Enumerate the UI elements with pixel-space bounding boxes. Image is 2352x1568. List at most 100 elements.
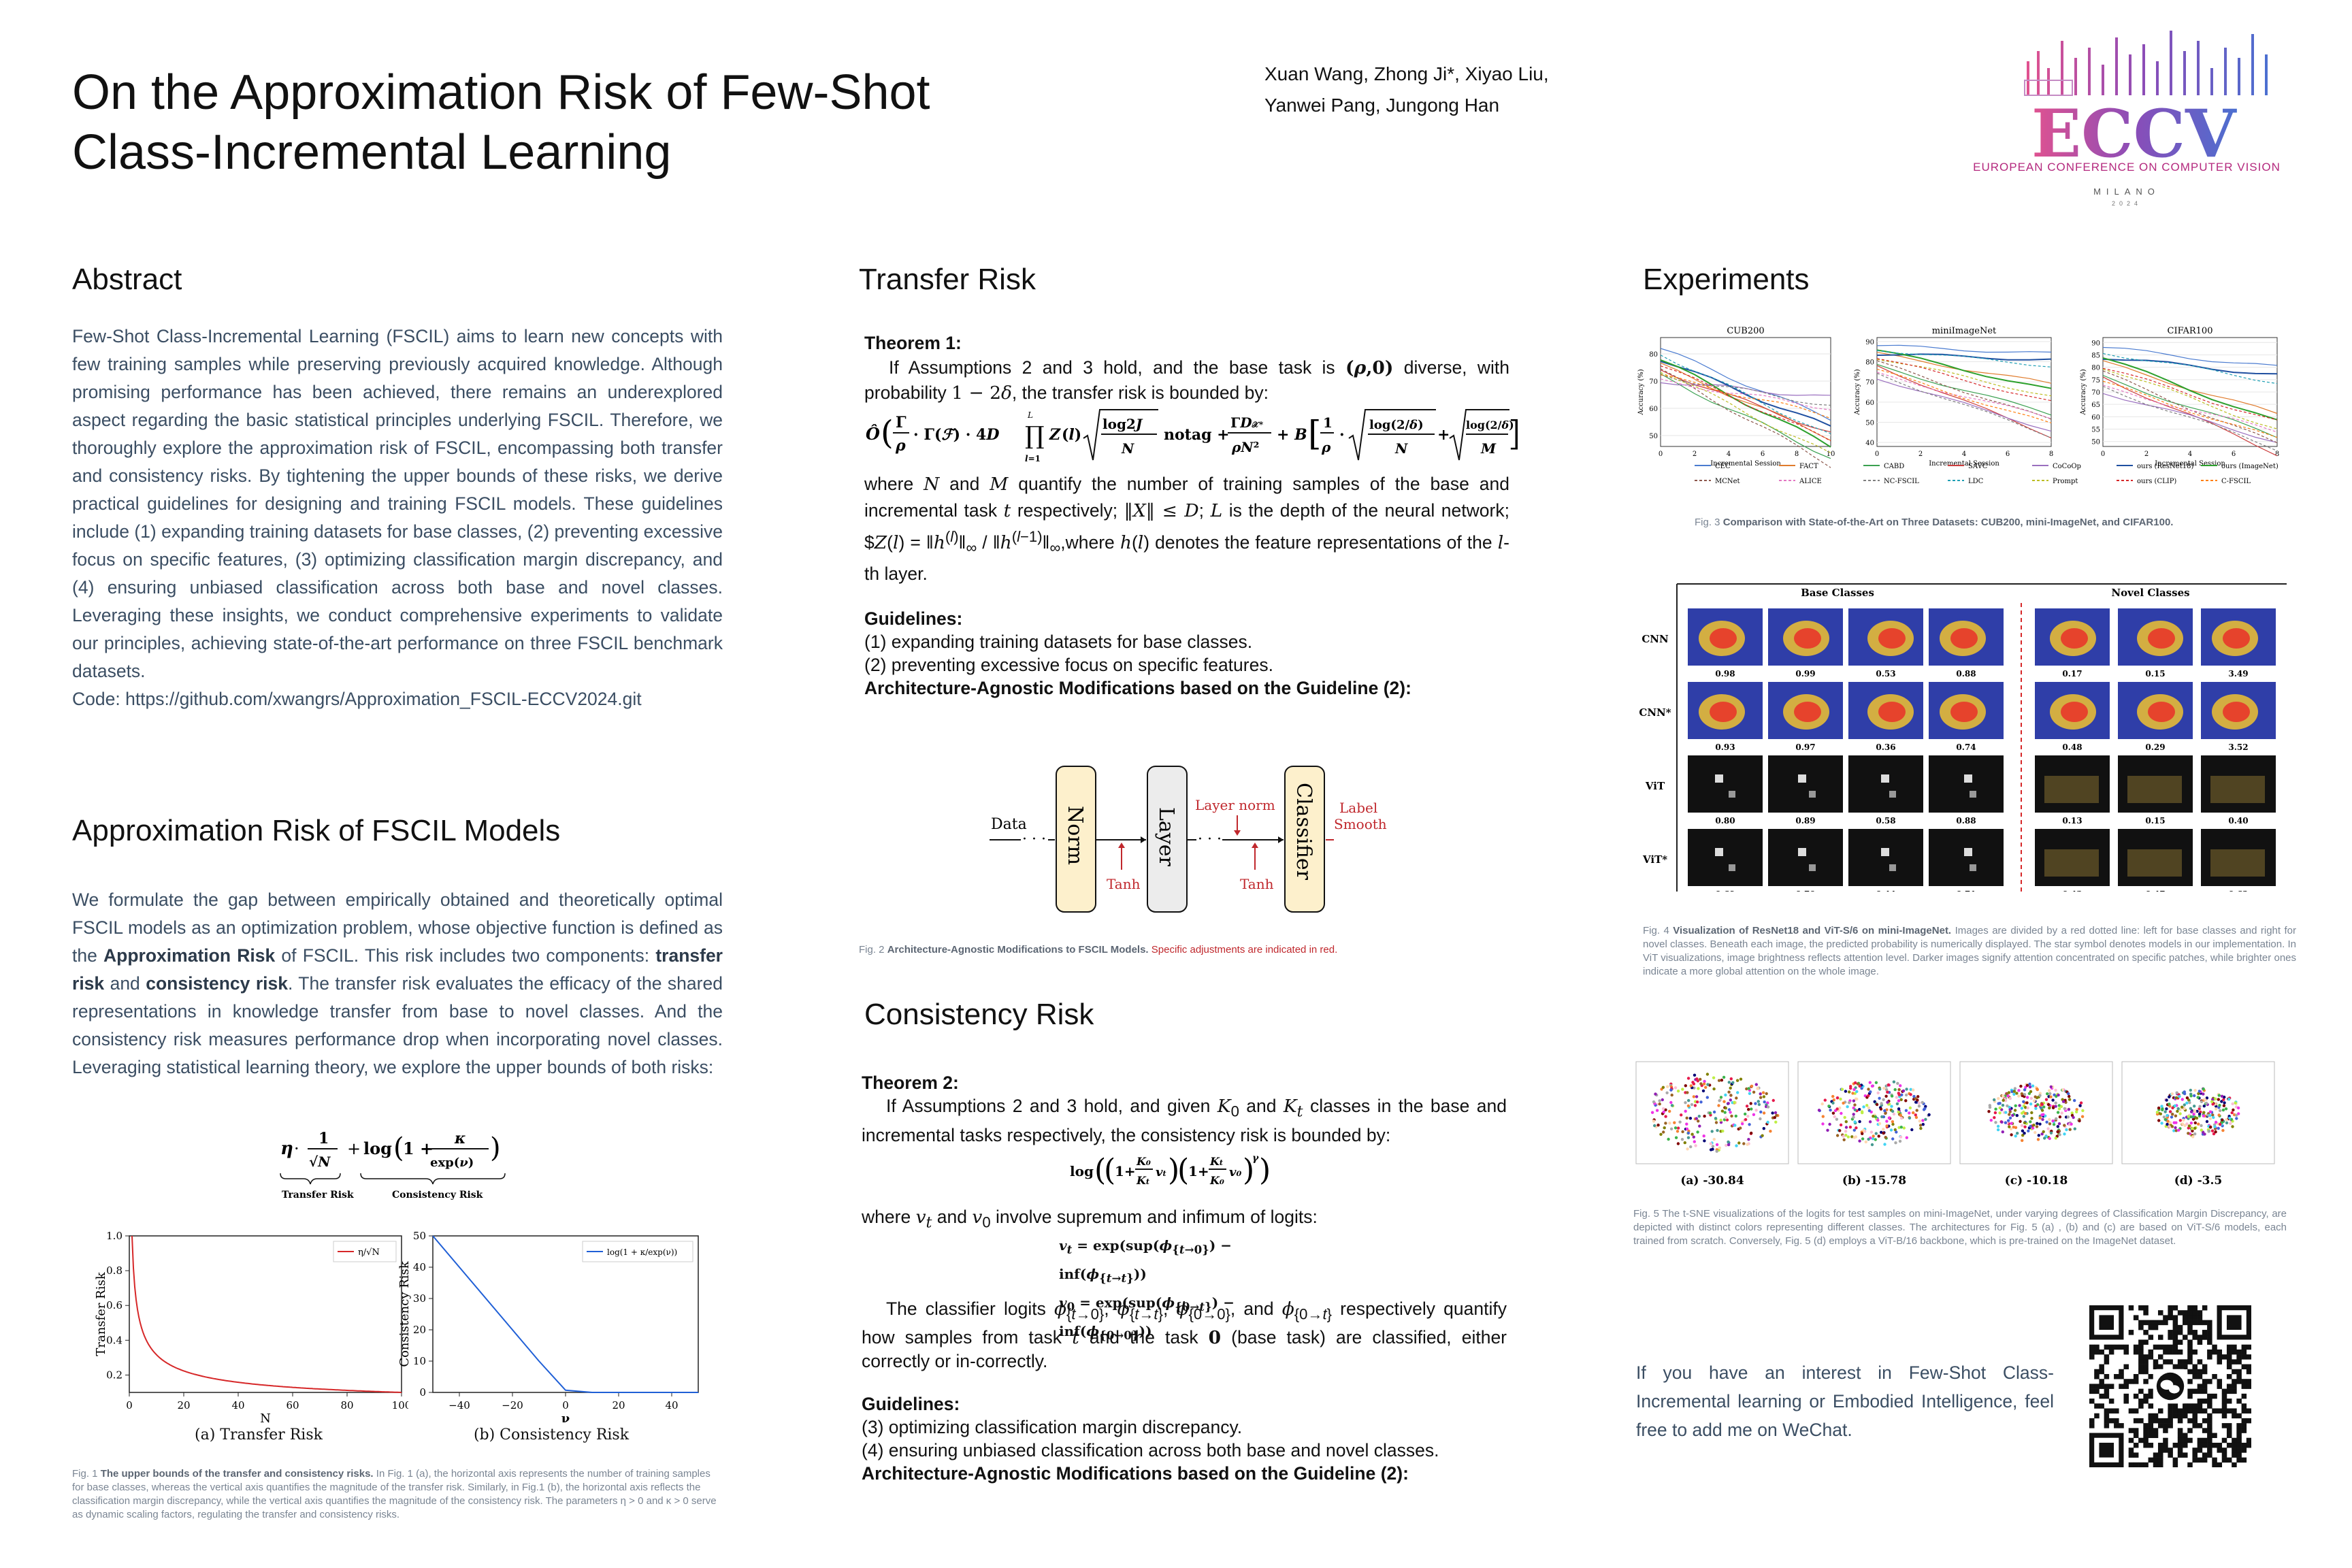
svg-text:1: 1 xyxy=(318,1130,329,1147)
fig5-point xyxy=(2017,1094,2021,1098)
fig5-point xyxy=(2214,1097,2217,1100)
fig5-point xyxy=(1752,1113,1756,1116)
fig5-point xyxy=(2168,1121,2172,1124)
fig5-point xyxy=(1885,1124,1889,1128)
fig5-point xyxy=(1870,1143,1874,1147)
fig5-point xyxy=(2218,1109,2222,1113)
fig5-point xyxy=(2168,1102,2171,1106)
qr-module xyxy=(2172,1324,2178,1330)
fig4-vit-patch xyxy=(1798,848,1806,856)
fig5-point xyxy=(2168,1110,2172,1113)
svg-text:notag +: notag + xyxy=(1164,426,1230,444)
fig5-point xyxy=(1721,1129,1725,1133)
fig3-ytick-label: 55 xyxy=(2091,427,2100,434)
fig5-point xyxy=(1757,1102,1761,1107)
fig5-point xyxy=(2160,1122,2163,1125)
qr-module xyxy=(2197,1339,2203,1345)
qr-module xyxy=(2177,1452,2183,1458)
fig5-point xyxy=(1858,1084,1861,1088)
fig5-point xyxy=(1914,1115,1918,1120)
qr-module xyxy=(2157,1418,2163,1424)
qr-module xyxy=(2217,1349,2223,1355)
fig5-point xyxy=(2073,1098,2076,1102)
abstract-text: Few-Shot Class-Incremental Learning (FSC… xyxy=(72,323,723,713)
fig5-point xyxy=(1868,1120,1872,1124)
fig5-point xyxy=(1745,1105,1749,1108)
fig5-point xyxy=(2000,1120,2004,1124)
classifier-label: Classifier xyxy=(1292,783,1316,881)
fig5-point xyxy=(1901,1089,1906,1093)
fig5-point xyxy=(1759,1092,1762,1096)
fig5-point xyxy=(2174,1114,2178,1117)
fig5-point xyxy=(2055,1094,2058,1098)
qr-module xyxy=(2187,1379,2193,1384)
fig5-point xyxy=(1683,1141,1686,1145)
qr-module xyxy=(2217,1462,2223,1468)
fig4-score: 0.43 xyxy=(2062,889,2082,892)
fig3-panel xyxy=(1660,337,1831,447)
fig1b-xtick-label: 20 xyxy=(612,1399,625,1411)
fig5-point xyxy=(1904,1109,1908,1112)
qr-module xyxy=(2143,1330,2149,1335)
svg-text:(: ( xyxy=(881,414,894,452)
fig5-point xyxy=(1828,1122,1831,1126)
qr-module xyxy=(2177,1359,2183,1365)
qr-module xyxy=(2177,1413,2183,1419)
qr-module xyxy=(2192,1364,2198,1370)
fig5-point xyxy=(1880,1115,1884,1119)
qr-module xyxy=(2187,1344,2193,1350)
fig5-point xyxy=(2011,1113,2014,1117)
svg-text:[: [ xyxy=(1308,414,1322,453)
qr-module xyxy=(2104,1393,2110,1399)
fig5-point xyxy=(1729,1094,1733,1097)
fig5-point xyxy=(2201,1130,2205,1134)
qr-module xyxy=(2212,1457,2217,1463)
qr-module xyxy=(2148,1457,2154,1463)
fig3-series-line xyxy=(1660,361,1831,427)
fig5-point xyxy=(1921,1119,1925,1122)
fig5-point xyxy=(2009,1127,2013,1130)
qr-module xyxy=(2241,1418,2247,1424)
fig5-point xyxy=(1659,1132,1663,1136)
svg-text:1 +: 1 + xyxy=(403,1139,434,1158)
wechat-qr[interactable] xyxy=(2089,1305,2252,1468)
fig5-point xyxy=(1689,1084,1693,1088)
qr-module xyxy=(2192,1452,2198,1458)
qr-module xyxy=(2236,1413,2242,1419)
qr-module xyxy=(2089,1418,2095,1424)
fig5-point xyxy=(1917,1105,1921,1108)
qr-module xyxy=(2128,1462,2134,1468)
qr-module xyxy=(2241,1344,2247,1350)
fig5-point xyxy=(1658,1102,1661,1106)
fig3-xtick-label: 0 xyxy=(1659,451,1663,458)
fig5-point xyxy=(1663,1126,1666,1130)
qr-module xyxy=(2226,1384,2232,1389)
code-link[interactable]: Code: https://github.com/xwangrs/Approxi… xyxy=(72,689,642,709)
qr-module xyxy=(2148,1442,2154,1448)
qr-module xyxy=(2168,1359,2173,1365)
fig5-point xyxy=(2174,1121,2178,1124)
fig4-svg: Base Classes Novel Classes CNN 0.98 0.99 0.53… xyxy=(1639,583,2287,899)
qr-module xyxy=(2143,1305,2149,1311)
fig5-point xyxy=(1762,1095,1766,1098)
svg-text:): ) xyxy=(490,1132,501,1164)
qr-module xyxy=(2089,1388,2095,1394)
qr-module xyxy=(2212,1373,2217,1379)
qr-module xyxy=(2119,1423,2124,1428)
qr-module xyxy=(2123,1379,2129,1384)
fig5-point xyxy=(2171,1113,2174,1116)
svg-text:vt: vt xyxy=(1156,1165,1166,1179)
fig3-ytick-label: 70 xyxy=(1649,378,1658,386)
qr-module xyxy=(2192,1330,2198,1335)
qr-module xyxy=(2183,1452,2188,1458)
fig5-point xyxy=(1880,1130,1883,1134)
fig5-point xyxy=(2165,1107,2168,1111)
fig5-point xyxy=(1711,1145,1715,1148)
fig5-point xyxy=(2020,1124,2024,1128)
approx-bold-3: consistency risk xyxy=(146,973,288,994)
qr-module xyxy=(2197,1359,2203,1365)
theorem2-bound: log ( ( 1+ K₀ Kt vt ) ( 1+ Kt K₀ v₀ ) γ … xyxy=(1068,1145,1300,1199)
fig5-point xyxy=(1895,1102,1899,1106)
fig5-point xyxy=(1885,1120,1889,1123)
abstract-heading: Abstract xyxy=(72,263,182,296)
